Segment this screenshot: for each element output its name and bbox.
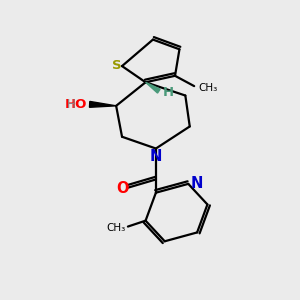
Text: S: S [112, 59, 122, 72]
Polygon shape [89, 101, 116, 107]
Text: CH₃: CH₃ [199, 82, 218, 93]
Text: N: N [190, 176, 203, 191]
Text: H: H [163, 86, 174, 99]
Polygon shape [146, 82, 160, 93]
Text: N: N [150, 149, 162, 164]
Text: O: O [116, 182, 129, 196]
Text: CH₃: CH₃ [106, 223, 126, 233]
Text: HO: HO [65, 98, 87, 111]
Text: H: H [67, 98, 76, 111]
